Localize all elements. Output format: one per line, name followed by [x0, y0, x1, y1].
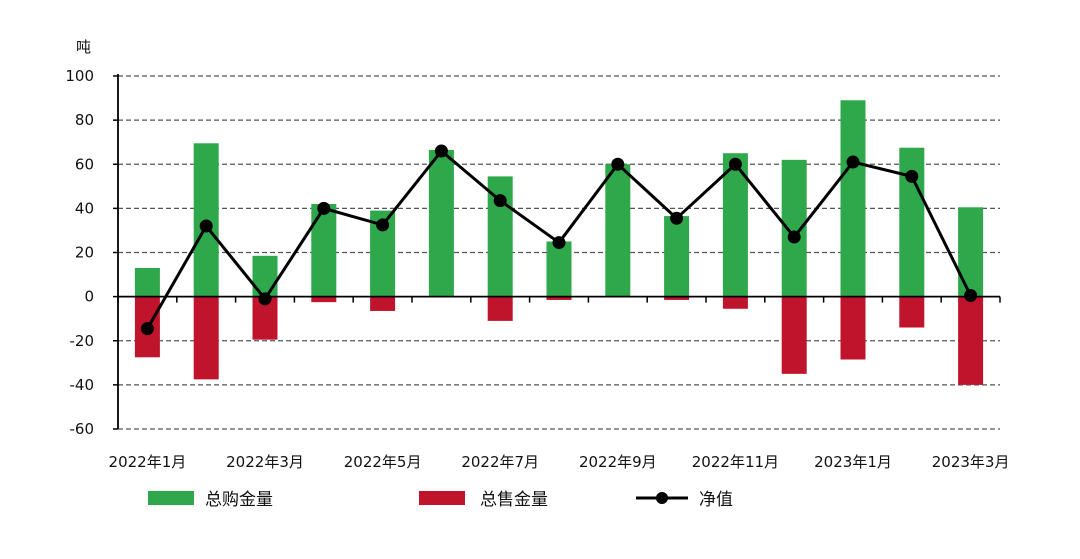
net-point — [846, 155, 860, 169]
net-point — [493, 194, 507, 208]
y-tick-label: 80 — [75, 111, 94, 129]
bars — [134, 100, 984, 385]
sell-bar — [664, 296, 690, 300]
net-point — [376, 218, 390, 232]
y-tick-label: -60 — [70, 420, 95, 438]
x-tick-label: 2022年1月 — [109, 453, 187, 471]
legend-label-net: 净值 — [699, 490, 733, 510]
buy-bar — [134, 267, 160, 297]
y-tick-label: 60 — [75, 155, 94, 173]
y-unit-label: 吨 — [76, 38, 91, 56]
buy-bar — [546, 241, 572, 297]
net-point — [317, 201, 331, 215]
x-tick-label: 2022年9月 — [579, 453, 657, 471]
buy-bar — [605, 164, 631, 297]
buy-bar — [958, 207, 984, 297]
sell-bar — [899, 296, 925, 328]
net-point — [611, 157, 625, 171]
sell-bar — [781, 296, 807, 374]
sell-bar — [840, 296, 866, 360]
net-point — [199, 219, 213, 233]
y-tick-label: -20 — [70, 332, 95, 350]
x-tick-labels: 2022年1月 2022年3月 2022年5月 2022年7月 2022年9月 2022年… — [109, 453, 1010, 471]
net-point — [670, 211, 684, 225]
sell-bar — [487, 296, 513, 321]
y-tick-labels: -60 -40 -20 0 20 40 60 80 100 — [65, 67, 94, 438]
net-point — [728, 157, 742, 171]
net-line — [140, 144, 978, 336]
y-tick-label: -40 — [70, 376, 95, 394]
x-tick-label: 2022年5月 — [344, 453, 422, 471]
legend-swatch-sell — [419, 491, 465, 505]
sell-bar — [722, 296, 748, 309]
x-tick-label: 2022年3月 — [226, 453, 304, 471]
sell-bar — [546, 296, 572, 300]
y-tick-label: 40 — [75, 199, 94, 217]
net-point — [434, 144, 448, 158]
legend: 总购金量 总售金量 净值 — [148, 490, 733, 510]
sell-bar — [370, 296, 396, 311]
x-tick-label: 2022年7月 — [461, 453, 539, 471]
legend-label-sell: 总售金量 — [480, 490, 548, 510]
legend-swatch-net-marker — [656, 492, 668, 504]
buy-bar — [840, 100, 866, 297]
net-point — [905, 169, 919, 183]
buy-bar — [722, 153, 748, 297]
net-point — [140, 322, 154, 336]
y-tick-label: 20 — [75, 244, 94, 262]
sell-bar — [311, 296, 337, 303]
net-point — [552, 236, 566, 250]
sell-bar — [193, 296, 219, 380]
x-tick-label: 2023年3月 — [932, 453, 1010, 471]
net-point — [787, 230, 801, 244]
buy-bar — [311, 203, 337, 297]
net-point — [964, 289, 978, 303]
legend-swatch-buy — [148, 491, 194, 505]
sell-bar — [958, 296, 984, 385]
buy-bar — [252, 255, 278, 297]
y-tick-label: 100 — [65, 67, 94, 85]
net-point — [258, 292, 272, 306]
legend-label-buy: 总购金量 — [205, 490, 273, 510]
buy-bar — [428, 149, 454, 297]
x-tick-label: 2023年1月 — [814, 453, 892, 471]
x-tick-label: 2022年11月 — [692, 453, 779, 471]
y-tick-label: 0 — [84, 288, 94, 306]
buy-bar — [664, 216, 690, 297]
